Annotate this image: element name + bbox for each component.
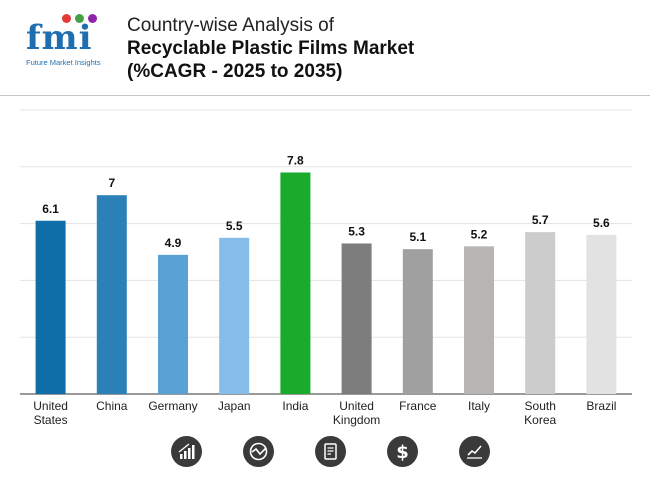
logo-dot-green: [75, 14, 84, 23]
data-label: 5.6: [593, 216, 610, 230]
bar: [219, 237, 250, 394]
x-tick-label: Japan: [218, 399, 251, 413]
x-tick-label: Brazil: [586, 399, 616, 413]
header: fmi Future Market Insights Country-wise …: [0, 0, 650, 95]
bar: [586, 234, 617, 394]
data-label: 5.3: [348, 224, 365, 238]
logo-dot-purple: [88, 14, 97, 23]
bar-growth-icon: [171, 436, 202, 467]
bar: [402, 249, 433, 394]
x-tick-label: China: [96, 399, 128, 413]
title-line-3: (%CAGR - 2025 to 2035): [127, 61, 343, 82]
x-tick-label: United Kingdom: [333, 399, 380, 427]
x-tick-label: France: [399, 399, 437, 413]
bar: [158, 254, 188, 394]
x-tick-label: India: [282, 399, 308, 413]
bar: [35, 220, 66, 394]
bar: [525, 232, 556, 394]
bar: [280, 172, 311, 394]
chart-title: Country-wise Analysis of Recyclable Plas…: [127, 14, 414, 83]
title-line-1: Country-wise Analysis of: [127, 15, 334, 36]
header-divider: [0, 95, 650, 96]
trend-line-icon: [459, 436, 490, 467]
x-tick-label: United States: [33, 399, 68, 427]
data-label: 7.8: [287, 153, 304, 167]
data-label: 4.9: [165, 236, 182, 250]
data-label: 7: [108, 176, 115, 190]
logo-dot-red: [62, 14, 71, 23]
fmi-logo: fmi Future Market Insights: [26, 14, 108, 70]
data-label: 5.2: [471, 227, 488, 241]
x-tick-label: South Korea: [524, 399, 556, 427]
data-label: 6.1: [42, 202, 59, 216]
data-label: 5.1: [409, 230, 426, 244]
data-label: 5.7: [532, 213, 549, 227]
bar: [341, 243, 372, 394]
logo-text: fmi: [26, 18, 93, 58]
bar: [464, 246, 494, 394]
bar: [96, 195, 127, 394]
bar-chart: 6.1 United States 7 China 4.9 Germany 5.5 Japan 7…: [20, 109, 632, 427]
data-label: 5.5: [226, 219, 243, 233]
x-tick-label: Germany: [148, 399, 197, 413]
svg-text:$: $: [396, 442, 409, 463]
logo-subtitle: Future Market Insights: [26, 58, 101, 67]
x-tick-label: Italy: [468, 399, 490, 413]
dollar-icon: $: [387, 436, 418, 467]
globe-chart-icon: [243, 436, 274, 467]
title-line-2: Recyclable Plastic Films Market: [127, 38, 415, 59]
report-document-icon: [315, 436, 346, 467]
